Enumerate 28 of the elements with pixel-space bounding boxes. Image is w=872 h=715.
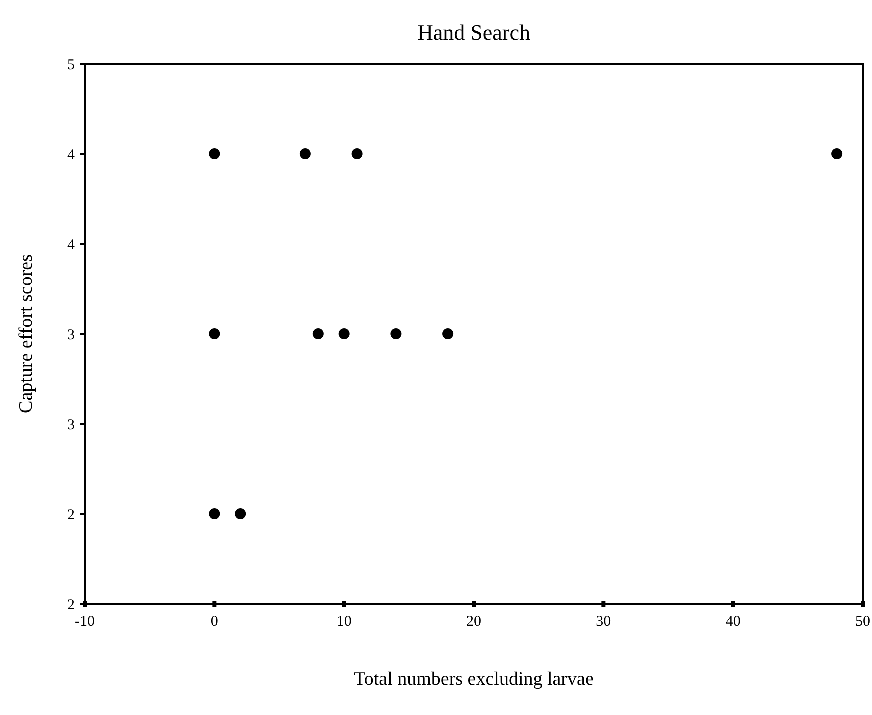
y-tick-label: 4: [68, 237, 76, 254]
point: [832, 148, 843, 160]
y-tick-label: 3: [68, 327, 75, 344]
chart-title: Hand Search: [417, 20, 531, 45]
x-tick-label: 10: [336, 614, 352, 630]
point: [209, 148, 220, 160]
point: [442, 328, 454, 340]
x-tick-label: -10: [75, 614, 95, 630]
x-axis-title: Total numbers excluding larvae: [354, 669, 594, 690]
point: [209, 508, 220, 520]
point: [390, 328, 402, 340]
point: [352, 148, 363, 160]
x-tick-label: 0: [210, 614, 218, 630]
y-tick-label: 5: [68, 57, 75, 74]
point: [338, 328, 350, 340]
point: [235, 508, 246, 520]
point: [300, 148, 311, 160]
y-tick-label: 3: [68, 417, 75, 434]
y-tick-label: 2: [68, 507, 75, 524]
y-axis-title: Capture effort scores: [16, 254, 37, 414]
y-tick-label: 4: [68, 147, 76, 164]
x-tick-label: 30: [596, 614, 612, 630]
x-tick-label: 40: [726, 614, 741, 630]
point: [312, 328, 324, 340]
point: [209, 328, 220, 340]
x-tick-label: 50: [856, 614, 870, 630]
y-tick-label: 2: [68, 597, 75, 614]
x-tick-label: 20: [466, 614, 482, 630]
